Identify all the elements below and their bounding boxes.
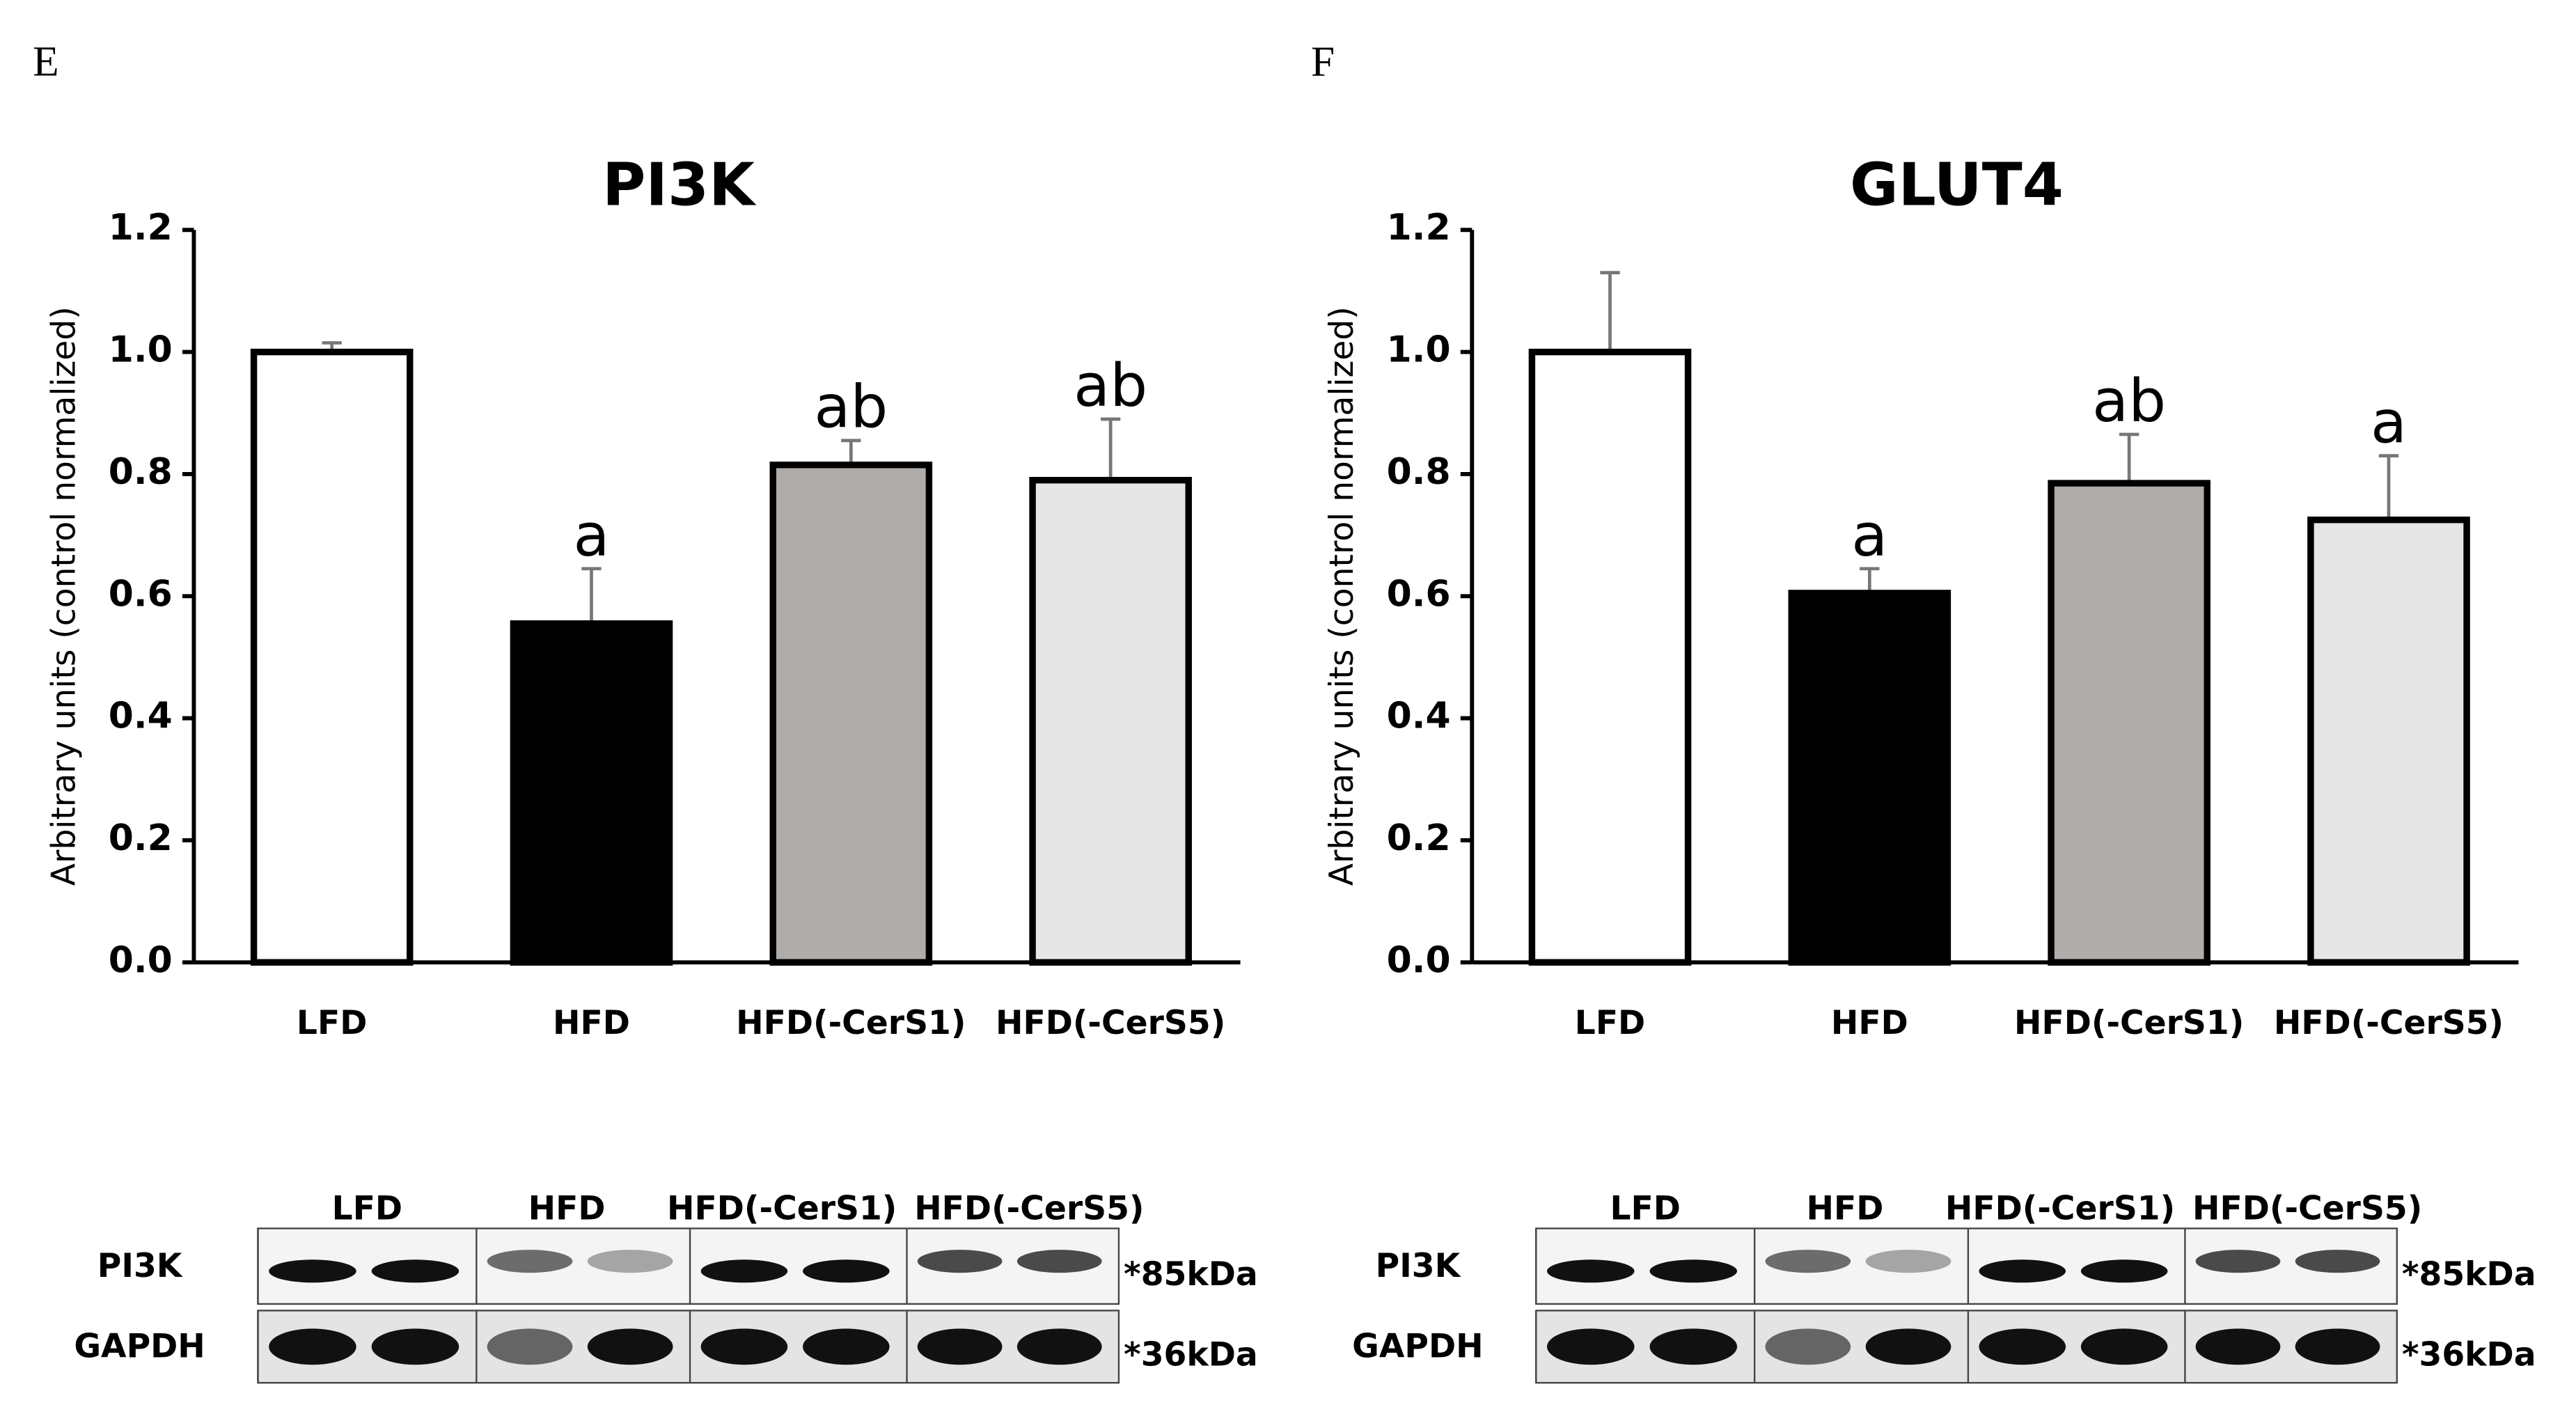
blot-band [487, 1250, 573, 1273]
bar [1528, 348, 1692, 966]
x-tick-label: LFD [297, 1004, 367, 1042]
significance-label: ab [2092, 367, 2166, 436]
blot-size-label: *36kDa [2402, 1335, 2536, 1374]
y-tick-label: 0.2 [1387, 817, 1451, 859]
panel-label: E [33, 38, 58, 85]
bar [769, 462, 933, 966]
blot-band [700, 1259, 788, 1283]
blot-band [917, 1328, 1003, 1365]
significance-label: a [573, 501, 609, 570]
blot-band [371, 1259, 460, 1283]
blot-band [1016, 1250, 1102, 1273]
blot-band [1865, 1328, 1951, 1365]
blot-band [487, 1328, 573, 1365]
y-tick-label: 0.0 [1387, 939, 1451, 981]
blot-size-label: *36kDa [1124, 1335, 1258, 1374]
blot-lane-label: LFD [332, 1190, 402, 1228]
y-tick-label: 0.4 [109, 696, 173, 737]
blot-band [1765, 1250, 1851, 1273]
blot-band [371, 1328, 460, 1365]
blot-lane-label: HFD [528, 1190, 606, 1228]
blot-row-label: GAPDH [1352, 1328, 1483, 1366]
blot-row-label: PI3K [1376, 1247, 1461, 1285]
blot-band [1865, 1250, 1951, 1273]
blot-band [1547, 1259, 1635, 1283]
y-tick-label: 1.2 [109, 207, 173, 249]
blot-band [803, 1328, 890, 1365]
blot-band [269, 1328, 356, 1365]
x-tick-label: LFD [1575, 1004, 1645, 1042]
x-tick-label: HFD(-CerS5) [2274, 1004, 2504, 1042]
y-tick-label: 0.2 [109, 817, 173, 859]
blot-band [2080, 1328, 2168, 1365]
significance-label: ab [1074, 352, 1147, 421]
y-tick-label: 0.0 [109, 939, 173, 981]
blot-band [1979, 1328, 2066, 1365]
blot-row-label: GAPDH [74, 1328, 205, 1366]
blot-band [1979, 1259, 2066, 1283]
blot-band [1649, 1259, 1738, 1283]
x-tick-label: HFD [553, 1004, 630, 1042]
blot-lane-label: HFD(-CerS5) [914, 1190, 1144, 1228]
y-tick-label: 0.6 [109, 573, 173, 615]
chart-title: GLUT4 [1850, 151, 2064, 220]
blot-lane-label: LFD [1610, 1190, 1680, 1228]
blot-band [2195, 1250, 2281, 1273]
blot-lane-label: HFD [1806, 1190, 1883, 1228]
y-tick-label: 1.2 [1387, 207, 1451, 249]
bar [2048, 480, 2210, 966]
bar [1788, 590, 1951, 966]
bar [1029, 476, 1192, 966]
blot-band [1016, 1328, 1102, 1365]
blot-band [803, 1259, 890, 1283]
blot-band [1547, 1328, 1635, 1365]
significance-label: ab [814, 373, 888, 442]
bar [250, 348, 414, 966]
bar [510, 620, 673, 966]
blot-size-label: *85kDa [2402, 1255, 2536, 1294]
y-tick-label: 1.0 [1387, 329, 1451, 371]
blot-band [587, 1328, 673, 1365]
y-axis-label: Arbitrary units (control normalized) [1323, 306, 1361, 886]
y-axis-label: Arbitrary units (control normalized) [45, 306, 83, 886]
blot-band [700, 1328, 788, 1365]
blot-size-label: *85kDa [1124, 1255, 1258, 1294]
significance-label: a [1851, 501, 1887, 570]
blot-band [587, 1250, 673, 1273]
x-tick-label: HFD(-CerS1) [2014, 1004, 2244, 1042]
blot-band [2195, 1328, 2281, 1365]
y-tick-label: 1.0 [109, 329, 173, 371]
blot-lane-label: HFD(-CerS1) [667, 1190, 897, 1228]
blot-band [917, 1250, 1003, 1273]
y-tick-label: 0.4 [1387, 696, 1451, 737]
blot-row-label: PI3K [97, 1247, 183, 1285]
x-tick-label: HFD(-CerS1) [736, 1004, 966, 1042]
bar [2307, 516, 2470, 966]
chart-title: PI3K [602, 151, 757, 220]
panel-label: F [1311, 38, 1335, 85]
blot-band [1765, 1328, 1851, 1365]
x-tick-label: HFD [1831, 1004, 1908, 1042]
blot-band [2295, 1328, 2380, 1365]
blot-band [269, 1259, 356, 1283]
y-tick-label: 0.8 [1387, 451, 1451, 493]
y-tick-label: 0.8 [109, 451, 173, 493]
blot-band [2295, 1250, 2380, 1273]
significance-label: a [2371, 388, 2407, 457]
blot-lane-label: HFD(-CerS1) [1945, 1190, 2175, 1228]
blot-lane-label: HFD(-CerS5) [2192, 1190, 2422, 1228]
blot-band [1649, 1328, 1738, 1365]
x-tick-label: HFD(-CerS5) [996, 1004, 1225, 1042]
blot-band [2080, 1259, 2168, 1283]
y-tick-label: 0.6 [1387, 573, 1451, 615]
